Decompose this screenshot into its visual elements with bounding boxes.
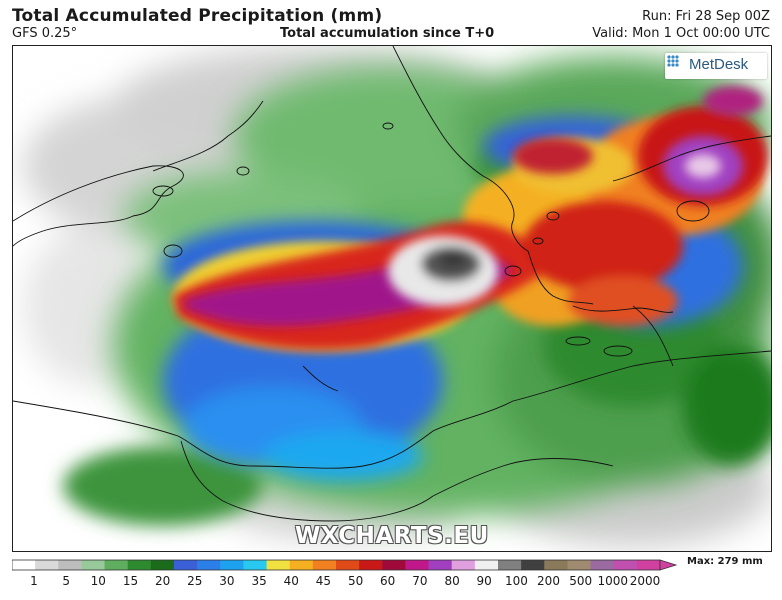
legend-tick-label: 20 (154, 574, 171, 588)
legend-tick-label: 500 (569, 574, 593, 588)
precipitation-map: MetDesk WXCHARTS.EU (12, 45, 772, 552)
legend-swatch (382, 560, 407, 570)
legend-swatch (336, 560, 360, 570)
legend-swatch (567, 560, 592, 570)
legend-swatch (12, 560, 36, 570)
legend-tick-label: 15 (122, 574, 139, 588)
legend-tick-label: 45 (315, 574, 332, 588)
chart-title: Total Accumulated Precipitation (mm) (12, 6, 383, 26)
legend-tick-label: 40 (283, 574, 299, 588)
legend-tick-label: 35 (251, 574, 267, 588)
legend-tick-labels: 1 5 10 15 20 25 30 35 40 45 50 60 70 80 90 100 200 500 100… (12, 574, 672, 590)
coastlines (13, 46, 771, 522)
legend-swatch (243, 560, 268, 570)
legend-swatch (428, 560, 453, 570)
legend-tick-label: 50 (347, 574, 364, 588)
legend-swatch (544, 560, 569, 570)
wxcharts-watermark: WXCHARTS.EU (295, 523, 489, 549)
legend-swatch (127, 560, 152, 570)
legend-swatch (174, 560, 198, 570)
legend-swatch (498, 560, 522, 570)
legend-tick-label: 200 (537, 574, 560, 588)
valid-time: Valid: Mon 1 Oct 00:00 UTC (592, 26, 770, 41)
legend-tick-label: 70 (412, 574, 428, 588)
legend-swatch (359, 560, 383, 570)
legend-tick-label: 90 (476, 574, 492, 588)
legend-swatch (451, 560, 476, 570)
model-label: GFS 0.25° (12, 26, 78, 41)
legend-swatch (636, 560, 661, 570)
metdesk-logo-icon (667, 55, 679, 67)
legend-tick-label: 80 (444, 574, 460, 588)
legend-tick-label: 100 (504, 574, 528, 588)
legend-swatch (150, 560, 175, 570)
legend-swatch (197, 560, 221, 570)
metdesk-logo-text: MetDesk (689, 56, 749, 73)
legend-color-bar (12, 559, 678, 571)
legend-swatch (35, 560, 59, 570)
dark-core-layer (388, 154, 721, 306)
legend-tick-label: 10 (90, 574, 106, 588)
legend-swatch (474, 560, 499, 570)
islands (152, 122, 710, 357)
legend-swatch (312, 560, 337, 570)
legend-swatch (81, 560, 106, 570)
legend-swatch (613, 560, 638, 570)
legend-tick-label: 30 (219, 574, 235, 588)
legend-swatch (266, 560, 291, 570)
legend-tick-label: 2000 (629, 574, 661, 588)
chart-subtitle: Total accumulation since T+0 (280, 26, 495, 41)
legend-tick-label: 5 (62, 574, 71, 588)
precipitation-field (13, 46, 771, 551)
color-legend: Max: 279 mm 1 5 10 15 20 25 30 35 40 45 50 60 70 80 90… (12, 555, 782, 600)
legend-tick-label: 60 (380, 574, 396, 588)
legend-swatch (405, 560, 430, 570)
metdesk-logo: MetDesk (665, 53, 767, 79)
run-time: Run: Fri 28 Sep 00Z (642, 9, 770, 24)
legend-swatch (220, 560, 245, 570)
legend-tick-label: 1 (30, 574, 38, 588)
legend-tick-label: 25 (187, 574, 203, 588)
legend-swatch (104, 560, 129, 570)
max-value-label: Max: 279 mm (687, 556, 763, 567)
legend-max-arrow (659, 559, 678, 571)
chart-header: Total Accumulated Precipitation (mm) GFS… (0, 0, 782, 44)
legend-swatch (521, 560, 545, 570)
legend-swatch (58, 560, 83, 570)
legend-swatch (289, 560, 314, 570)
legend-tick-label: 1000 (597, 574, 629, 588)
legend-swatch (590, 560, 615, 570)
